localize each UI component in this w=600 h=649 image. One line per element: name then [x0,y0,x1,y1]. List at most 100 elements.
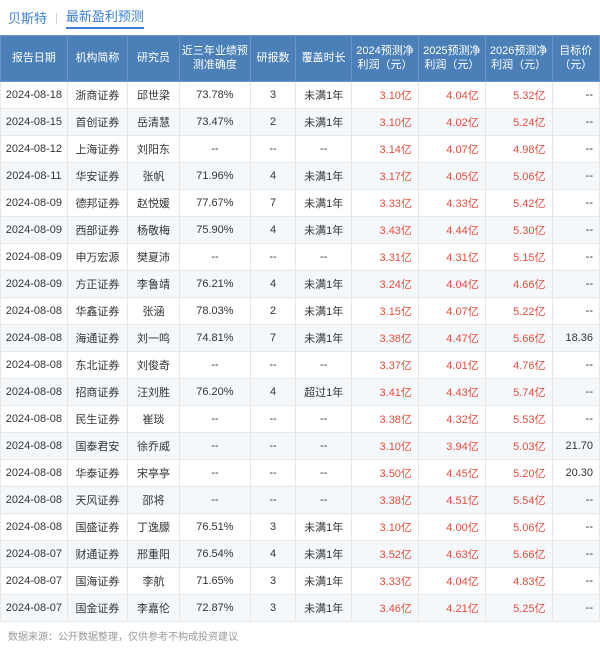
cell-p26: 4.76亿 [485,351,552,378]
cell-cnt: -- [250,459,295,486]
cell-tgt: -- [552,189,600,216]
cell-p25: 4.45亿 [418,459,485,486]
cell-cov: 未满1年 [296,81,352,108]
cell-res: 杨敬梅 [128,216,180,243]
cell-res: 张帆 [128,162,180,189]
cell-p24: 3.15亿 [352,297,419,324]
cell-date: 2024-08-08 [1,378,68,405]
cell-res: 岳清慧 [128,108,180,135]
cell-org: 国泰君安 [67,432,127,459]
cell-res: 刘阳东 [128,135,180,162]
col-header[interactable]: 目标价（元） [552,36,600,82]
cell-cov: 超过1年 [296,378,352,405]
cell-tgt: -- [552,297,600,324]
cell-res: 李航 [128,567,180,594]
table-row[interactable]: 2024-08-08东北证券刘俊奇------3.37亿4.01亿4.76亿-- [1,351,600,378]
cell-date: 2024-08-15 [1,108,68,135]
cell-p26: 5.22亿 [485,297,552,324]
cell-tgt: -- [552,594,600,621]
table-row[interactable]: 2024-08-08民生证券崔琰------3.38亿4.32亿5.53亿-- [1,405,600,432]
cell-org: 国海证券 [67,567,127,594]
col-header[interactable]: 近三年业绩预测准确度 [179,36,250,82]
cell-acc: 73.47% [179,108,250,135]
table-row[interactable]: 2024-08-09德邦证券赵悦媛77.67%7未满1年3.33亿4.33亿5.… [1,189,600,216]
cell-org: 国金证券 [67,594,127,621]
cell-cov: -- [296,243,352,270]
cell-org: 浙商证券 [67,81,127,108]
table-row[interactable]: 2024-08-15首创证券岳清慧73.47%2未满1年3.10亿4.02亿5.… [1,108,600,135]
cell-p24: 3.17亿 [352,162,419,189]
cell-p24: 3.50亿 [352,459,419,486]
cell-acc: 72.87% [179,594,250,621]
table-row[interactable]: 2024-08-09方正证券李鲁靖76.21%4未满1年3.24亿4.04亿4.… [1,270,600,297]
cell-org: 财通证券 [67,540,127,567]
cell-date: 2024-08-09 [1,270,68,297]
col-header[interactable]: 研究员 [128,36,180,82]
cell-acc: 76.51% [179,513,250,540]
cell-tgt: -- [552,135,600,162]
col-header[interactable]: 2026预测净利润（元） [485,36,552,82]
cell-res: 徐乔威 [128,432,180,459]
cell-tgt: -- [552,81,600,108]
col-header[interactable]: 2024预测净利润（元） [352,36,419,82]
col-header[interactable]: 2025预测净利润（元） [418,36,485,82]
cell-res: 李鲁靖 [128,270,180,297]
cell-p26: 5.30亿 [485,216,552,243]
table-row[interactable]: 2024-08-08天风证券邵将------3.38亿4.51亿5.54亿-- [1,486,600,513]
table-row[interactable]: 2024-08-08海通证券刘一鸣74.81%7未满1年3.38亿4.47亿5.… [1,324,600,351]
cell-res: 丁逸朦 [128,513,180,540]
cell-acc: -- [179,351,250,378]
cell-acc: 73.78% [179,81,250,108]
table-body: 2024-08-18浙商证券邱世梁73.78%3未满1年3.10亿4.04亿5.… [1,81,600,621]
cell-tgt: -- [552,513,600,540]
cell-org: 上海证券 [67,135,127,162]
cell-acc: 76.20% [179,378,250,405]
cell-p24: 3.33亿 [352,189,419,216]
cell-p25: 4.21亿 [418,594,485,621]
cell-date: 2024-08-07 [1,567,68,594]
table-row[interactable]: 2024-08-08招商证券汪刘胜76.20%4超过1年3.41亿4.43亿5.… [1,378,600,405]
table-row[interactable]: 2024-08-08国泰君安徐乔威------3.10亿3.94亿5.03亿21… [1,432,600,459]
cell-p26: 4.98亿 [485,135,552,162]
cell-p26: 4.83亿 [485,567,552,594]
col-header[interactable]: 报告日期 [1,36,68,82]
cell-cnt: 4 [250,270,295,297]
table-row[interactable]: 2024-08-18浙商证券邱世梁73.78%3未满1年3.10亿4.04亿5.… [1,81,600,108]
cell-date: 2024-08-08 [1,459,68,486]
table-row[interactable]: 2024-08-11华安证券张帆71.96%4未满1年3.17亿4.05亿5.0… [1,162,600,189]
cell-p26: 5.42亿 [485,189,552,216]
col-header[interactable]: 覆盖时长 [296,36,352,82]
table-row[interactable]: 2024-08-09西部证券杨敬梅75.90%4未满1年3.43亿4.44亿5.… [1,216,600,243]
cell-cnt: 2 [250,108,295,135]
cell-org: 天风证券 [67,486,127,513]
cell-p26: 5.66亿 [485,324,552,351]
stock-name[interactable]: 贝斯特 [8,8,47,27]
table-row[interactable]: 2024-08-07国海证券李航71.65%3未满1年3.33亿4.04亿4.8… [1,567,600,594]
cell-cov: -- [296,432,352,459]
table-row[interactable]: 2024-08-08华鑫证券张涵78.03%2未满1年3.15亿4.07亿5.2… [1,297,600,324]
cell-p25: 4.00亿 [418,513,485,540]
table-row[interactable]: 2024-08-08华泰证券宋亭亭------3.50亿4.45亿5.20亿20… [1,459,600,486]
table-row[interactable]: 2024-08-12上海证券刘阳东------3.14亿4.07亿4.98亿-- [1,135,600,162]
cell-date: 2024-08-08 [1,297,68,324]
table-row[interactable]: 2024-08-07财通证券邢重阳76.54%4未满1年3.52亿4.63亿5.… [1,540,600,567]
cell-p24: 3.41亿 [352,378,419,405]
cell-p24: 3.43亿 [352,216,419,243]
cell-p25: 4.04亿 [418,567,485,594]
table-row[interactable]: 2024-08-08国盛证券丁逸朦76.51%3未满1年3.10亿4.00亿5.… [1,513,600,540]
cell-p26: 5.24亿 [485,108,552,135]
cell-date: 2024-08-08 [1,513,68,540]
cell-cnt: 3 [250,567,295,594]
cell-date: 2024-08-08 [1,432,68,459]
cell-cnt: -- [250,243,295,270]
cell-p26: 5.06亿 [485,513,552,540]
col-header[interactable]: 研报数 [250,36,295,82]
cell-date: 2024-08-09 [1,189,68,216]
table-row[interactable]: 2024-08-09申万宏源樊夏沛------3.31亿4.31亿5.15亿-- [1,243,600,270]
cell-p26: 5.66亿 [485,540,552,567]
cell-res: 李嘉伦 [128,594,180,621]
cell-acc: 75.90% [179,216,250,243]
table-row[interactable]: 2024-08-07国金证券李嘉伦72.87%3未满1年3.46亿4.21亿5.… [1,594,600,621]
cell-cov: 未满1年 [296,567,352,594]
col-header[interactable]: 机构简称 [67,36,127,82]
